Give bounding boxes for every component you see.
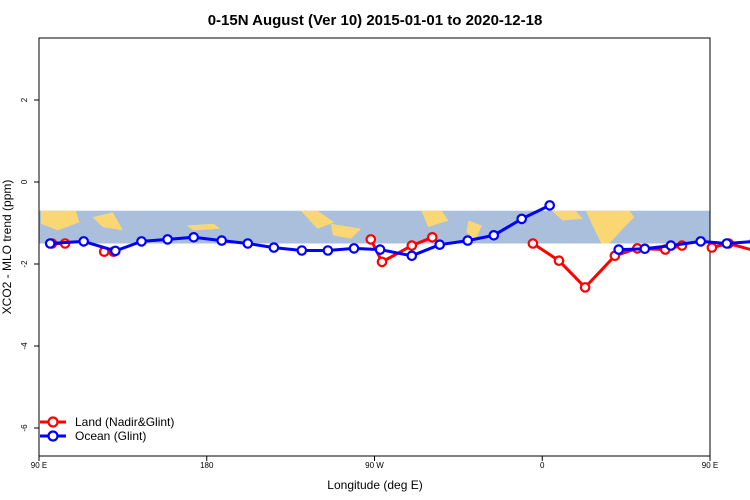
x-tick-label-3: 0 [540, 461, 545, 470]
series-1-point-0-4 [162, 234, 173, 245]
series-0-line-3 [532, 242, 683, 289]
series-0-point-4-0 [706, 242, 718, 253]
legend: Land (Nadir&Glint) Ocean (Glint) [40, 415, 174, 443]
y-axis-label: XCO2 - MLO trend (ppm) [0, 180, 14, 315]
series-1-point-0-17 [516, 213, 527, 225]
x-axis-label: Longitude (deg E) [327, 478, 422, 492]
series-0-point-3-0 [527, 238, 539, 249]
series-1-point-0-12 [374, 244, 386, 255]
map-land-6 [466, 220, 482, 241]
series-1-point-0-5 [188, 232, 199, 243]
series-0-point-2-3 [426, 232, 438, 243]
map-land-8 [585, 210, 635, 244]
series-1-point-0-3 [136, 236, 147, 247]
y-tick-label-1: 0 [20, 179, 29, 184]
y-tick-label-4: -6 [20, 424, 29, 432]
series-0-point-2-0 [365, 234, 377, 245]
series-1-point-0-2 [110, 245, 121, 257]
map-land-0 [41, 210, 80, 231]
chart-title: 0-15N August (Ver 10) 2015-01-01 to 2020… [208, 12, 543, 29]
series-1-point-0-8 [268, 242, 280, 253]
series-1-point-1-0 [613, 244, 624, 255]
series-1-point-0-9 [296, 245, 308, 256]
series-1-point-0-18 [544, 200, 555, 211]
series-1-point-1-1 [639, 243, 651, 255]
series-0-point-2-1 [376, 256, 388, 268]
map-land-1 [92, 212, 123, 231]
y-axis: 2 0 -2 -4 -6 [20, 97, 39, 432]
series-0-point-3-1 [553, 255, 565, 266]
legend-label-land: Land (Nadir&Glint) [75, 415, 174, 429]
map-land-5 [421, 210, 449, 228]
series-1-point-0-0 [44, 238, 56, 249]
series-1-point-1-3 [695, 236, 706, 247]
map-land-4 [330, 223, 362, 239]
series-1-point-0-11 [348, 243, 360, 254]
x-tick-label-1: 180 [200, 461, 214, 470]
map-land-3 [300, 210, 335, 229]
x-tick-label-4: 90 E [702, 461, 718, 470]
series-1-point-0-13 [406, 250, 418, 262]
series-1-point-0-14 [434, 239, 445, 250]
y-tick-label-2: -2 [20, 260, 29, 268]
series-1 [44, 200, 750, 262]
series-0-point-3-2 [579, 282, 591, 293]
y-tick-label-0: 2 [20, 97, 29, 102]
legend-marker-ocean [47, 430, 59, 442]
series-1-point-0-10 [322, 245, 334, 256]
series-1-point-1-4 [721, 238, 733, 249]
series-1-point-1-2 [665, 240, 677, 251]
legend-label-ocean: Ocean (Glint) [75, 429, 146, 443]
series-1-point-0-6 [216, 235, 227, 246]
x-tick-label-2: 90 W [365, 461, 384, 470]
series-layer [44, 200, 750, 293]
map-land-7 [552, 210, 583, 221]
map-land-2 [186, 223, 221, 231]
series-1-point-0-1 [78, 236, 89, 247]
legend-marker-land [47, 416, 59, 428]
series-1-point-0-7 [242, 238, 254, 249]
series-1-point-0-15 [462, 235, 473, 246]
series-1-line-1 [618, 239, 750, 252]
series-1-point-0-16 [488, 230, 500, 241]
series-0-point-2-2 [406, 240, 418, 251]
x-axis: 90 E 180 90 W 0 90 E [31, 456, 718, 470]
y-tick-label-3: -4 [20, 342, 29, 350]
x-tick-label-0: 90 E [31, 461, 47, 470]
